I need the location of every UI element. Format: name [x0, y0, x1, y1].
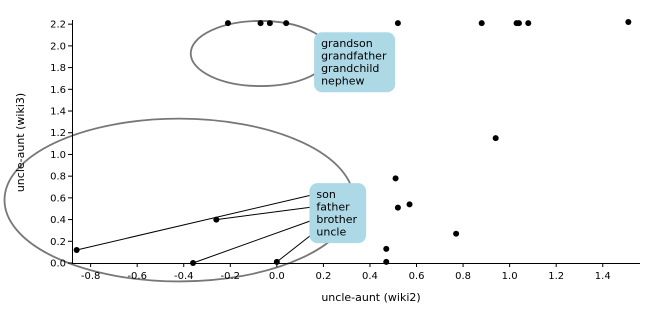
annotation-leader-line	[276, 231, 316, 263]
data-point	[492, 135, 499, 142]
data-point	[213, 216, 220, 223]
data-point	[406, 201, 413, 208]
y-tick-label: 0.4	[50, 215, 66, 226]
data-point	[525, 20, 532, 27]
y-tick-label: 0.0	[50, 259, 66, 270]
x-ticks: -0.8 -0.6 -0.4 -0.2 0.0 0.2 0.4 0.6 0.8 1.0 1.2 1.4	[81, 263, 611, 282]
x-tick-label: -0.8	[81, 271, 101, 282]
annotation-leader-line	[216, 206, 316, 221]
y-tick-label: 0.8	[50, 172, 66, 183]
annotation-leader-line	[76, 193, 316, 251]
y-tick-label: 0.6	[50, 193, 66, 204]
x-tick-label: 1.2	[548, 271, 564, 282]
x-tick-label: -0.4	[174, 271, 194, 282]
x-tick-label: 1.4	[595, 271, 611, 282]
data-point	[257, 20, 264, 27]
x-tick-label: 1.0	[502, 271, 518, 282]
y-tick-label: 1.0	[50, 150, 66, 161]
x-tick-label: -0.2	[221, 271, 241, 282]
data-point	[394, 204, 401, 211]
axes-layer	[72, 20, 640, 264]
data-point	[515, 20, 522, 27]
annotation-box	[314, 32, 396, 93]
annotation-label: grandchild	[321, 62, 379, 75]
x-tick-label: 0.8	[455, 271, 471, 282]
y-tick-label: 1.6	[50, 85, 66, 96]
x-tick-label: 0.0	[269, 271, 285, 282]
data-point	[478, 20, 485, 27]
data-point	[224, 20, 231, 27]
y-tick-label: 2.2	[50, 20, 66, 31]
y-tick-label: 2.0	[50, 41, 66, 52]
annotation-label: son	[316, 188, 335, 201]
data-point	[283, 20, 290, 27]
data-point	[266, 20, 273, 27]
annotation-label: grandson	[321, 37, 373, 50]
data-point	[73, 246, 80, 253]
data-point	[383, 245, 390, 252]
annotation-box	[309, 183, 367, 244]
annotation-label: uncle	[316, 226, 346, 239]
x-tick-label: -0.6	[127, 271, 147, 282]
highlight-circle	[189, 20, 332, 87]
annotation-label: father	[316, 201, 350, 214]
x-tick-label: 0.6	[409, 271, 425, 282]
data-point	[190, 260, 197, 266]
x-tick-label: 0.4	[362, 271, 378, 282]
annotation-label: nephew	[321, 75, 364, 88]
data-point	[625, 19, 632, 25]
y-tick-label: 0.2	[50, 237, 66, 248]
x-axis-label: uncle-aunt (wiki2)	[321, 291, 420, 304]
y-ticks: 0.0 0.2 0.4 0.6 0.8 1.0 1.2 1.4 1.6 1.8 2.0 2.2	[50, 20, 72, 270]
y-tick-label: 1.8	[50, 63, 66, 74]
y-tick-label: 1.4	[50, 107, 66, 118]
data-point	[453, 230, 460, 237]
y-axis-label: uncle-aunt (wiki3)	[14, 93, 27, 192]
points-layer	[73, 19, 632, 266]
annotation-label: brother	[316, 213, 357, 226]
x-tick-label: 0.2	[315, 271, 331, 282]
y-tick-label: 1.2	[50, 128, 66, 139]
data-point	[383, 258, 390, 265]
data-point	[273, 258, 280, 265]
data-point	[394, 20, 401, 27]
annotation-leader-line	[192, 218, 316, 264]
annotation-label: grandfather	[321, 50, 387, 63]
data-point	[392, 175, 399, 182]
annotation-lines-layer	[76, 193, 316, 264]
